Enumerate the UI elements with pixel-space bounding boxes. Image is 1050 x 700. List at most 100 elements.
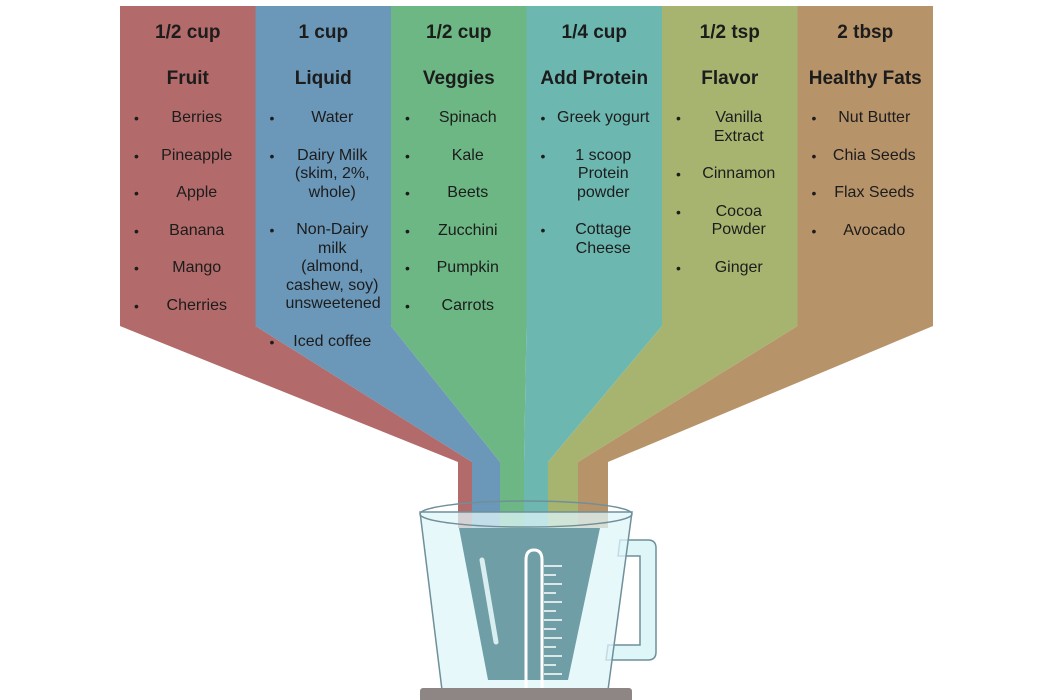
ingredient-item: • 1 scoop Protein powder — [527, 147, 663, 203]
ingredient-item: • Berries — [120, 109, 256, 128]
bullet-icon: • — [405, 222, 410, 239]
column-liquid: 1 cup Liquid • Water • Dairy Milk (skim, 2%, … — [256, 6, 392, 350]
bullet-icon: • — [134, 147, 139, 164]
ingredient-list: • Water • Dairy Milk (skim, 2%, whole) • Non-… — [256, 109, 392, 370]
ingredient-label: Carrots — [441, 296, 494, 314]
column-add-protein: 1/4 cup Add Protein • Greek yogurt • 1 scoop … — [527, 6, 663, 326]
ingredient-label: Banana — [169, 221, 225, 239]
bullet-icon: • — [540, 110, 546, 126]
ingredient-list: • Spinach • Kale • Beets • Zucchini • Pumpkin • Car… — [391, 109, 527, 334]
column-fruit: 1/2 cup Fruit • Berries • Pineapple • Apple • Ban… — [120, 6, 256, 326]
bullet-icon: • — [405, 147, 410, 164]
ingredient-item: • Cinnamon — [662, 165, 798, 184]
ingredient-item: • Iced coffee — [256, 333, 392, 352]
ingredient-label: Avocado — [843, 221, 906, 239]
ingredient-item: • Non-Dairy milk (almond, cashew, soy) un… — [256, 221, 392, 314]
bullet-icon: • — [134, 185, 139, 201]
ingredient-item: • Cocoa Powder — [662, 203, 798, 240]
bullet-icon: • — [540, 222, 546, 238]
stream-veggies — [391, 6, 527, 528]
bullet-icon: • — [269, 333, 275, 350]
ingredient-list: • Nut Butter • Chia Seeds • Flax Seeds • Avocad… — [798, 109, 934, 259]
ingredient-label: Cocoa Powder — [711, 202, 766, 239]
ingredient-item: • Carrots — [391, 297, 527, 316]
measuring-tube — [524, 548, 544, 690]
ingredient-label: Iced coffee — [293, 332, 372, 350]
ingredient-label: Greek yogurt — [557, 109, 650, 126]
ingredient-item: • Dairy Milk (skim, 2%, whole) — [256, 147, 392, 203]
bullet-icon: • — [676, 259, 681, 276]
stream-fruit — [120, 6, 472, 528]
ingredient-item: • Greek yogurt — [527, 109, 663, 128]
ingredient-item: • Pumpkin — [391, 259, 527, 278]
ingredient-label: Cottage Cheese — [575, 221, 632, 257]
glass-shine — [479, 557, 499, 645]
ingredient-item: • Mango — [120, 259, 256, 278]
amount-label: 1 cup — [298, 22, 349, 43]
ingredient-item: • Zucchini — [391, 222, 527, 241]
category-title: Healthy Fats — [808, 68, 922, 89]
ingredient-list: • Vanilla Extract • Cinnamon • Cocoa Powder • G… — [662, 109, 798, 296]
ingredient-item: • Flax Seeds — [798, 184, 934, 203]
bullet-icon: • — [811, 185, 817, 201]
ingredient-item: • Ginger — [662, 259, 798, 278]
bullet-icon: • — [134, 222, 139, 239]
amount-label: 2 tbsp — [837, 22, 894, 43]
bullet-icon: • — [269, 222, 275, 238]
ingredient-label: Cinnamon — [702, 165, 776, 182]
ingredient-label: Spinach — [438, 109, 497, 126]
bullet-icon: • — [676, 110, 681, 126]
ingredient-item: • Spinach — [391, 109, 527, 128]
ingredient-label: Water — [311, 109, 354, 126]
ingredient-list: • Greek yogurt • 1 scoop Protein powder • Cot… — [527, 109, 663, 277]
bullet-icon: • — [405, 185, 410, 201]
ingredient-label: Flax Seeds — [834, 184, 915, 201]
ingredient-label: 1 scoop Protein powder — [575, 146, 632, 201]
bullet-icon: • — [811, 222, 817, 239]
ingredient-label: Dairy Milk (skim, 2%, whole) — [294, 146, 370, 201]
ingredient-label: Pineapple — [161, 146, 233, 164]
ingredient-streams — [120, 6, 933, 528]
ingredient-item: • Cherries — [120, 297, 256, 316]
bullet-icon: • — [540, 147, 546, 164]
ingredient-item: • Water — [256, 109, 392, 128]
ingredient-item: • Pineapple — [120, 147, 256, 166]
bullet-icon: • — [811, 110, 817, 126]
ingredient-item: • Avocado — [798, 222, 934, 241]
ingredient-label: Beets — [447, 184, 489, 201]
amount-label: 1/2 cup — [426, 22, 492, 43]
column-veggies: 1/2 cup Veggies • Spinach • Kale • Beets • Zucchi… — [391, 6, 527, 326]
category-title: Fruit — [166, 68, 209, 89]
ingredient-label: Kale — [451, 146, 484, 164]
ingredient-label: Zucchini — [437, 221, 498, 239]
ingredient-label: Ginger — [714, 258, 763, 276]
ingredient-label: Pumpkin — [436, 259, 499, 276]
ingredient-item: • Cottage Cheese — [527, 221, 663, 258]
ingredient-list: • Berries • Pineapple • Apple • Banana • Mango • Ch… — [120, 109, 256, 334]
bullet-icon: • — [134, 110, 139, 126]
stream-liquid — [255, 6, 500, 528]
category-title: Add Protein — [540, 68, 649, 89]
amount-label: 1/4 cup — [561, 22, 627, 43]
bullet-icon: • — [134, 297, 139, 314]
blender-rim — [419, 500, 633, 528]
measure-ticks — [544, 565, 562, 675]
stream-healthy-fats — [578, 6, 933, 528]
bullet-icon: • — [405, 110, 410, 126]
category-title: Veggies — [422, 68, 495, 89]
bullet-icon: • — [269, 110, 275, 126]
bullet-icon: • — [405, 297, 410, 314]
ingredient-label: Mango — [172, 259, 222, 276]
ingredient-label: Nut Butter — [838, 109, 911, 126]
column-flavor: 1/2 tsp Flavor • Vanilla Extract • Cinnamon • C… — [662, 6, 798, 326]
category-title: Flavor — [701, 68, 759, 89]
ingredient-label: Berries — [171, 109, 223, 126]
ingredient-item: • Nut Butter — [798, 109, 934, 128]
ingredient-item: • Banana — [120, 222, 256, 241]
category-title: Liquid — [294, 68, 352, 89]
stream-add-protein — [524, 6, 662, 528]
ingredient-item: • Apple — [120, 184, 256, 203]
amount-label: 1/2 cup — [155, 22, 221, 43]
ingredient-label: Non-Dairy milk (almond, cashew, soy) uns… — [285, 221, 381, 312]
